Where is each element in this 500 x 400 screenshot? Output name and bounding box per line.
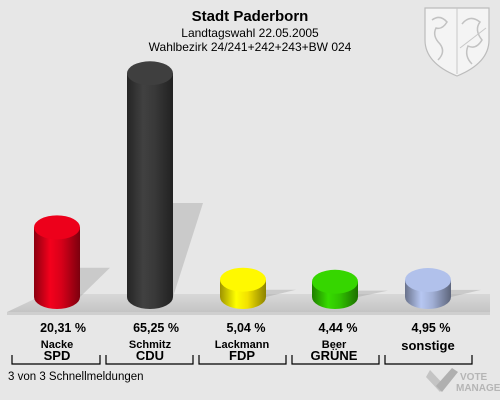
status-text: 3 von 3 Schnellmeldungen xyxy=(8,371,144,383)
bar-group xyxy=(34,61,481,310)
chart-title: Stadt Paderborn xyxy=(192,8,309,25)
bar-cdu xyxy=(127,61,173,310)
bar-fdp xyxy=(220,267,266,309)
value-label-fdp: 5,04 % xyxy=(227,321,266,335)
party-label-spd: SPD xyxy=(44,348,71,363)
party-label-cdu: CDU xyxy=(136,348,164,363)
value-label-spd: 20,31 % xyxy=(40,321,86,335)
label-bracket-fdp xyxy=(198,355,287,365)
bar-gruene xyxy=(312,269,358,309)
candidate-label-fdp: Lackmann xyxy=(215,339,270,351)
candidate-label-cdu: Schmitz xyxy=(129,339,172,351)
candidate-label-spd: Nacke xyxy=(41,339,73,351)
candidate-labels: Nacke Schmitz Lackmann Beer xyxy=(41,339,347,351)
brand-line-2: MANAGER xyxy=(456,383,500,394)
bar-spd xyxy=(34,215,80,309)
party-label-sonstige: sonstige xyxy=(401,338,454,353)
party-labels: SPD CDU FDP GRÜNE sonstige xyxy=(44,338,455,363)
checkmark-icon xyxy=(426,368,458,392)
label-brackets xyxy=(11,355,473,365)
chart-floor-edge xyxy=(7,312,490,315)
value-label-sonstige: 4,95 % xyxy=(412,321,451,335)
label-bracket-sonstige xyxy=(384,355,473,365)
value-label-cdu: 65,25 % xyxy=(133,321,179,335)
label-bracket-spd xyxy=(11,355,101,365)
bar-sonstige xyxy=(405,268,451,309)
label-bracket-cdu xyxy=(105,355,194,365)
party-label-fdp: FDP xyxy=(229,348,255,363)
brand-line-1: VOTE xyxy=(460,372,488,383)
chart-subtitle: Landtagswahl 22.05.2005 xyxy=(181,26,319,40)
value-labels: 20,31 % 65,25 % 5,04 % 4,44 % 4,95 % xyxy=(40,321,450,335)
vote-manager-logo: VOTE MANAGER xyxy=(426,368,500,394)
coat-of-arms-icon xyxy=(424,7,490,77)
label-bracket-gruene xyxy=(291,355,380,365)
value-label-gruene: 4,44 % xyxy=(319,321,358,335)
party-label-gruene: GRÜNE xyxy=(311,348,358,363)
candidate-label-gruene: Beer xyxy=(322,339,347,351)
district-label: Wahlbezirk 24/241+242+243+BW 024 xyxy=(149,40,352,54)
